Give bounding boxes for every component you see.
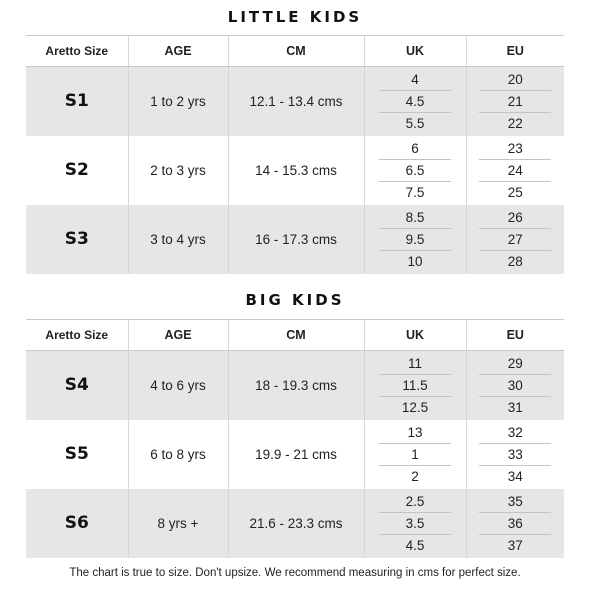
eu-value: 20 — [507, 71, 523, 87]
table-row: S1 1 to 2 yrs 12.1 - 13.4 cms 4 4.5 5.5 … — [26, 66, 564, 136]
eu-value: 28 — [479, 249, 552, 272]
eu-cell: 23 24 25 — [465, 135, 564, 205]
eu-value: 30 — [479, 373, 552, 396]
eu-value: 37 — [479, 533, 552, 556]
uk-value: 1 — [379, 442, 451, 465]
header-cm: CM — [227, 319, 364, 351]
table-row: S5 6 to 8 yrs 19.9 - 21 cms 13 1 2 32 33… — [26, 419, 564, 489]
eu-value: 21 — [479, 89, 552, 112]
size-table-big-kids: Aretto Size AGE CM UK EU S4 4 to 6 yrs 1… — [26, 319, 564, 558]
eu-value: 24 — [479, 158, 552, 181]
cm-cell: 21.6 - 23.3 cms — [227, 488, 364, 558]
eu-value: 29 — [507, 355, 523, 371]
eu-cell: 35 36 37 — [465, 488, 564, 558]
uk-value: 8.5 — [405, 209, 425, 225]
uk-cell: 8.5 9.5 10 — [363, 204, 466, 274]
age-cell: 4 to 6 yrs — [127, 350, 228, 420]
cm-cell: 14 - 15.3 cms — [227, 135, 364, 205]
uk-cell: 4 4.5 5.5 — [363, 66, 466, 136]
uk-cell: 6 6.5 7.5 — [363, 135, 466, 205]
table-row: S2 2 to 3 yrs 14 - 15.3 cms 6 6.5 7.5 23… — [26, 135, 564, 205]
size-code: S5 — [64, 444, 89, 464]
eu-cell: 29 30 31 — [465, 350, 564, 420]
header-age: AGE — [127, 35, 228, 67]
eu-value: 34 — [479, 464, 552, 487]
eu-value: 36 — [479, 511, 552, 534]
uk-cell: 2.5 3.5 4.5 — [363, 488, 466, 558]
eu-value: 32 — [507, 424, 523, 440]
size-code: S4 — [26, 350, 128, 420]
uk-cell: 11 11.5 12.5 — [363, 350, 466, 420]
section-title-little-kids: LITTLE KIDS — [227, 8, 363, 26]
header-cm: CM — [227, 35, 364, 67]
cm-cell: 19.9 - 21 cms — [227, 419, 364, 489]
eu-cell: 26 27 28 — [465, 204, 564, 274]
size-code: S1 — [26, 66, 128, 136]
eu-value: 22 — [479, 111, 552, 134]
uk-value: 3.5 — [379, 511, 451, 534]
header-eu: EU — [465, 319, 564, 351]
eu-cell: 32 33 34 — [465, 419, 564, 489]
uk-value: 4.5 — [379, 533, 451, 556]
header-age: AGE — [127, 319, 228, 351]
eu-value: 23 — [507, 140, 523, 156]
uk-value: 9.5 — [379, 227, 451, 250]
table-header-row: Aretto Size AGE CM UK EU — [26, 319, 564, 351]
uk-value: 6 — [411, 140, 419, 156]
uk-value: 10 — [379, 249, 451, 272]
section-title-big-kids: BIG KIDS — [245, 291, 345, 309]
uk-value: 12.5 — [379, 395, 451, 418]
cm-cell: 12.1 - 13.4 cms — [227, 66, 364, 136]
cm-cell: 18 - 19.3 cms — [227, 350, 364, 420]
cm-cell: 16 - 17.3 cms — [227, 204, 364, 274]
uk-value: 7.5 — [379, 180, 451, 203]
table-row: S6 8 yrs + 21.6 - 23.3 cms 2.5 3.5 4.5 3… — [26, 488, 564, 558]
uk-cell: 13 1 2 — [363, 419, 466, 489]
uk-value: 2.5 — [405, 493, 425, 509]
eu-value: 31 — [479, 395, 552, 418]
size-table-little-kids: Aretto Size AGE CM UK EU S1 1 to 2 yrs 1… — [26, 35, 564, 274]
eu-value: 27 — [479, 227, 552, 250]
uk-value: 11.5 — [379, 373, 451, 396]
eu-value: 25 — [479, 180, 552, 203]
table-row: S3 3 to 4 yrs 16 - 17.3 cms 8.5 9.5 10 2… — [26, 204, 564, 274]
uk-value: 4 — [411, 71, 419, 87]
eu-value: 33 — [479, 442, 552, 465]
uk-value: 5.5 — [379, 111, 451, 134]
size-code: S6 — [26, 488, 128, 558]
uk-value: 6.5 — [379, 158, 451, 181]
age-cell: 3 to 4 yrs — [127, 204, 228, 274]
size-code: S3 — [26, 204, 128, 274]
uk-value: 4.5 — [379, 89, 451, 112]
eu-value: 35 — [507, 493, 523, 509]
header-aretto-size: Aretto Size — [26, 35, 128, 67]
age-cell: 8 yrs + — [127, 488, 228, 558]
age-cell: 2 to 3 yrs — [127, 135, 228, 205]
header-uk: UK — [363, 35, 466, 67]
footnote: The chart is true to size. Don't upsize.… — [69, 567, 521, 579]
uk-value: 13 — [407, 424, 423, 440]
size-code: S2 — [64, 160, 89, 180]
eu-cell: 20 21 22 — [465, 66, 564, 136]
uk-value: 11 — [407, 355, 422, 371]
header-aretto-size: Aretto Size — [26, 319, 128, 351]
header-uk: UK — [363, 319, 466, 351]
uk-value: 2 — [379, 464, 451, 487]
age-cell: 1 to 2 yrs — [127, 66, 228, 136]
table-row: S4 4 to 6 yrs 18 - 19.3 cms 11 11.5 12.5… — [26, 350, 564, 420]
table-header-row: Aretto Size AGE CM UK EU — [26, 35, 564, 67]
age-cell: 6 to 8 yrs — [127, 419, 228, 489]
header-eu: EU — [465, 35, 564, 67]
eu-value: 26 — [507, 209, 523, 225]
